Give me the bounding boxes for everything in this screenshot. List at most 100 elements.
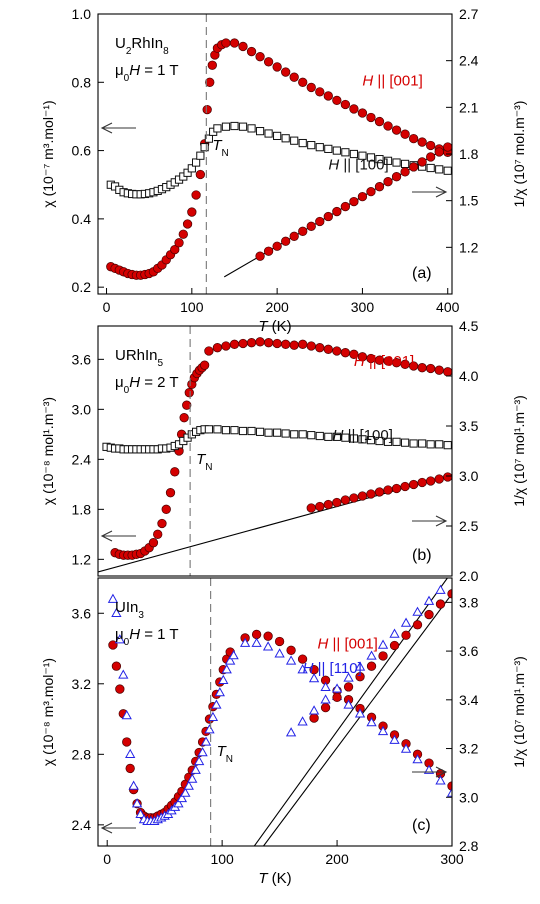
data-point [221,38,231,48]
data-point [401,630,411,640]
series-red [108,629,452,823]
x-tick-label: 100 [210,851,234,867]
y2-tick-label: 3.0 [459,468,479,484]
data-point [435,165,444,174]
data-point [374,487,385,497]
data-point [221,664,232,674]
data-point [221,122,231,131]
data-point [176,792,188,803]
data-point [435,775,446,785]
axes-frame [97,13,453,295]
data-point [121,710,132,720]
data-point [289,231,299,241]
y-tick-label: 3.6 [72,605,92,621]
data-point [417,137,427,147]
x-tick-label: 0 [103,299,111,315]
data-point [307,431,316,440]
data-point [424,609,434,620]
series-black [102,425,452,454]
data-point [195,169,206,180]
data-point [435,599,446,609]
data-point [238,426,248,436]
data-point [400,438,410,447]
y-axis-label-left: χ (10⁻⁸ mol¹.m⁻³) [40,397,56,505]
data-point [272,338,282,349]
data-point [184,388,194,398]
data-point [408,133,419,144]
x-tick-label: 400 [436,299,460,315]
data-point [366,186,376,197]
data-point [200,736,212,746]
x-axis-label: T (K) [258,870,291,887]
compound-label: UIn3 [115,599,144,621]
tn-label: TN [212,137,228,159]
data-point [297,664,308,674]
data-point [179,413,189,423]
data-point [118,669,129,679]
data-point [307,141,316,150]
data-point [290,136,299,145]
y-tick-label: 0.8 [72,74,92,90]
data-point [306,221,316,231]
data-point [409,439,418,448]
data-point [125,763,135,774]
data-point [273,428,282,437]
data-point [341,433,350,442]
data-point [239,637,251,647]
data-point [207,711,219,721]
data-point [400,159,410,169]
data-point [383,485,393,495]
data-point [204,134,213,143]
data-point [170,467,180,477]
y-tick-label: 0.6 [72,143,92,159]
data-point [153,529,163,539]
series-label: H || [001] [354,353,414,370]
data-point [366,661,377,671]
data-point [417,363,427,373]
data-point [286,645,296,655]
data-point [204,724,215,734]
data-point [308,672,320,683]
data-point [315,143,324,152]
data-point [349,149,359,159]
data-point [199,360,210,370]
data-point [263,631,273,641]
data-point [443,166,452,175]
y-tick-label: 2.8 [72,746,92,762]
data-point [426,163,435,173]
data-point [174,238,184,248]
data-point [272,62,282,72]
data-point [366,112,376,123]
data-point [354,661,366,671]
data-point [389,640,400,651]
data-point [297,716,308,726]
data-point [114,634,125,644]
plot-area [106,38,452,280]
y-tick-label: 2.4 [72,451,92,467]
data-point [324,432,333,441]
series-label: H || [100] [328,156,388,173]
data-point [306,82,316,93]
data-point [131,798,143,808]
data-point [323,91,333,101]
data-point [289,340,299,350]
data-point [306,503,316,513]
data-point [374,116,385,127]
series-inverse-red [306,472,452,513]
data-point [213,124,222,133]
data-point [392,437,401,446]
y2-tick-label: 1.2 [459,239,479,255]
panel-b: H || [001] H || [100] 1.2 1.8 2.4 3.0 3.6 2.0 2.… [40,318,527,584]
arrow-left-axis-indicator [100,822,136,834]
data-point [323,499,333,510]
data-point [340,201,351,212]
panel-label: (b) [412,547,432,564]
y2-tick-label: 2.1 [459,99,479,115]
data-point [340,348,351,358]
data-point [148,538,159,548]
data-point [340,99,351,110]
series-label: H || [100] [333,427,393,444]
arrow-left-axis-indicator [100,530,136,542]
data-point [343,699,354,709]
